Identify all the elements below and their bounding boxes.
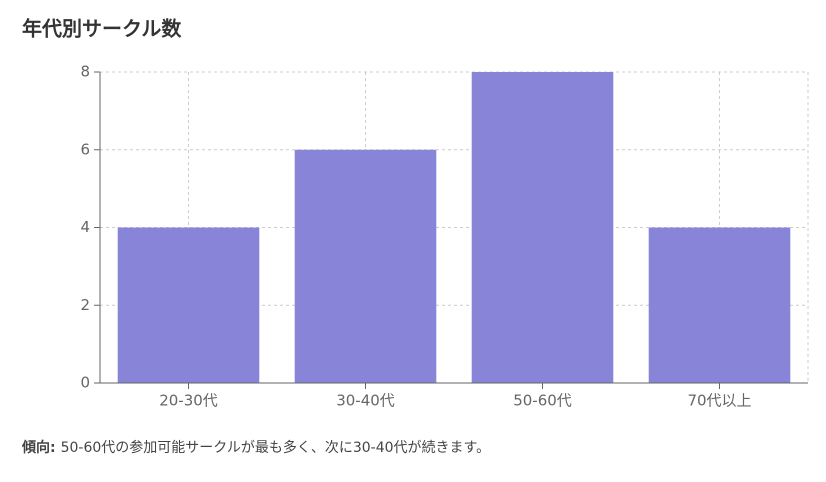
note: 傾向: 50-60代の参加可能サークルが最も多く、次に30-40代が続きます。 [21, 439, 490, 456]
x-tick-label: 50-60代 [513, 392, 572, 410]
bar [294, 149, 437, 383]
bar [471, 72, 614, 383]
y-tick-label: 8 [80, 63, 90, 81]
bar [648, 227, 791, 383]
note-label: 傾向: [21, 439, 56, 456]
x-tick-label: 30-40代 [336, 392, 395, 410]
x-tick-label: 70代以上 [687, 392, 751, 410]
bar [117, 227, 260, 383]
y-tick-label: 6 [80, 140, 90, 158]
y-tick-label: 2 [80, 296, 90, 314]
note-text: 50-60代の参加可能サークルが最も多く、次に30-40代が続きます。 [61, 439, 491, 456]
x-tick-label: 20-30代 [159, 392, 218, 410]
chart-title: 年代別サークル数 [22, 17, 182, 41]
y-tick-label: 4 [80, 218, 90, 236]
y-tick-label: 0 [80, 374, 90, 392]
